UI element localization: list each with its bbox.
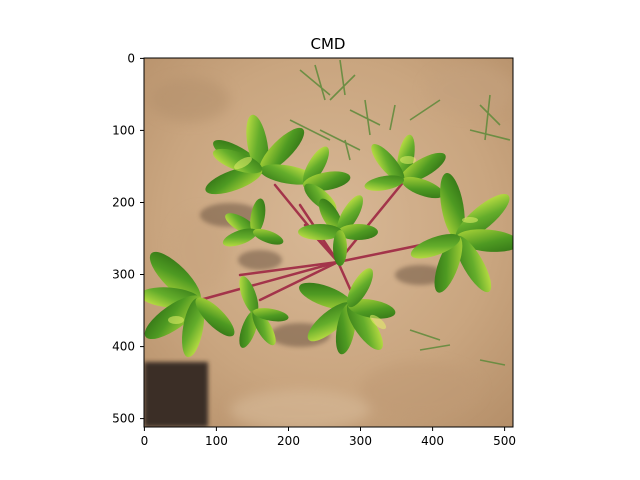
x-tick-label: 0 (141, 434, 149, 448)
x-tick-label: 300 (349, 434, 372, 448)
y-tick-label: 200 (112, 196, 135, 210)
axes-frame (143, 57, 514, 428)
y-tick-label: 100 (112, 124, 135, 138)
y-tick-label: 300 (112, 268, 135, 282)
x-tick-label: 500 (493, 434, 516, 448)
x-tick-label: 100 (205, 434, 228, 448)
x-tick-label: 200 (277, 434, 300, 448)
y-tick-label: 0 (127, 52, 135, 66)
cassava-photo (144, 58, 513, 427)
x-tick-label: 400 (421, 434, 444, 448)
y-axis (140, 57, 144, 420)
y-tick-label: 500 (112, 412, 135, 426)
figure-title: CMD (311, 35, 346, 53)
y-tick-label: 400 (112, 340, 135, 354)
x-axis (143, 427, 506, 431)
